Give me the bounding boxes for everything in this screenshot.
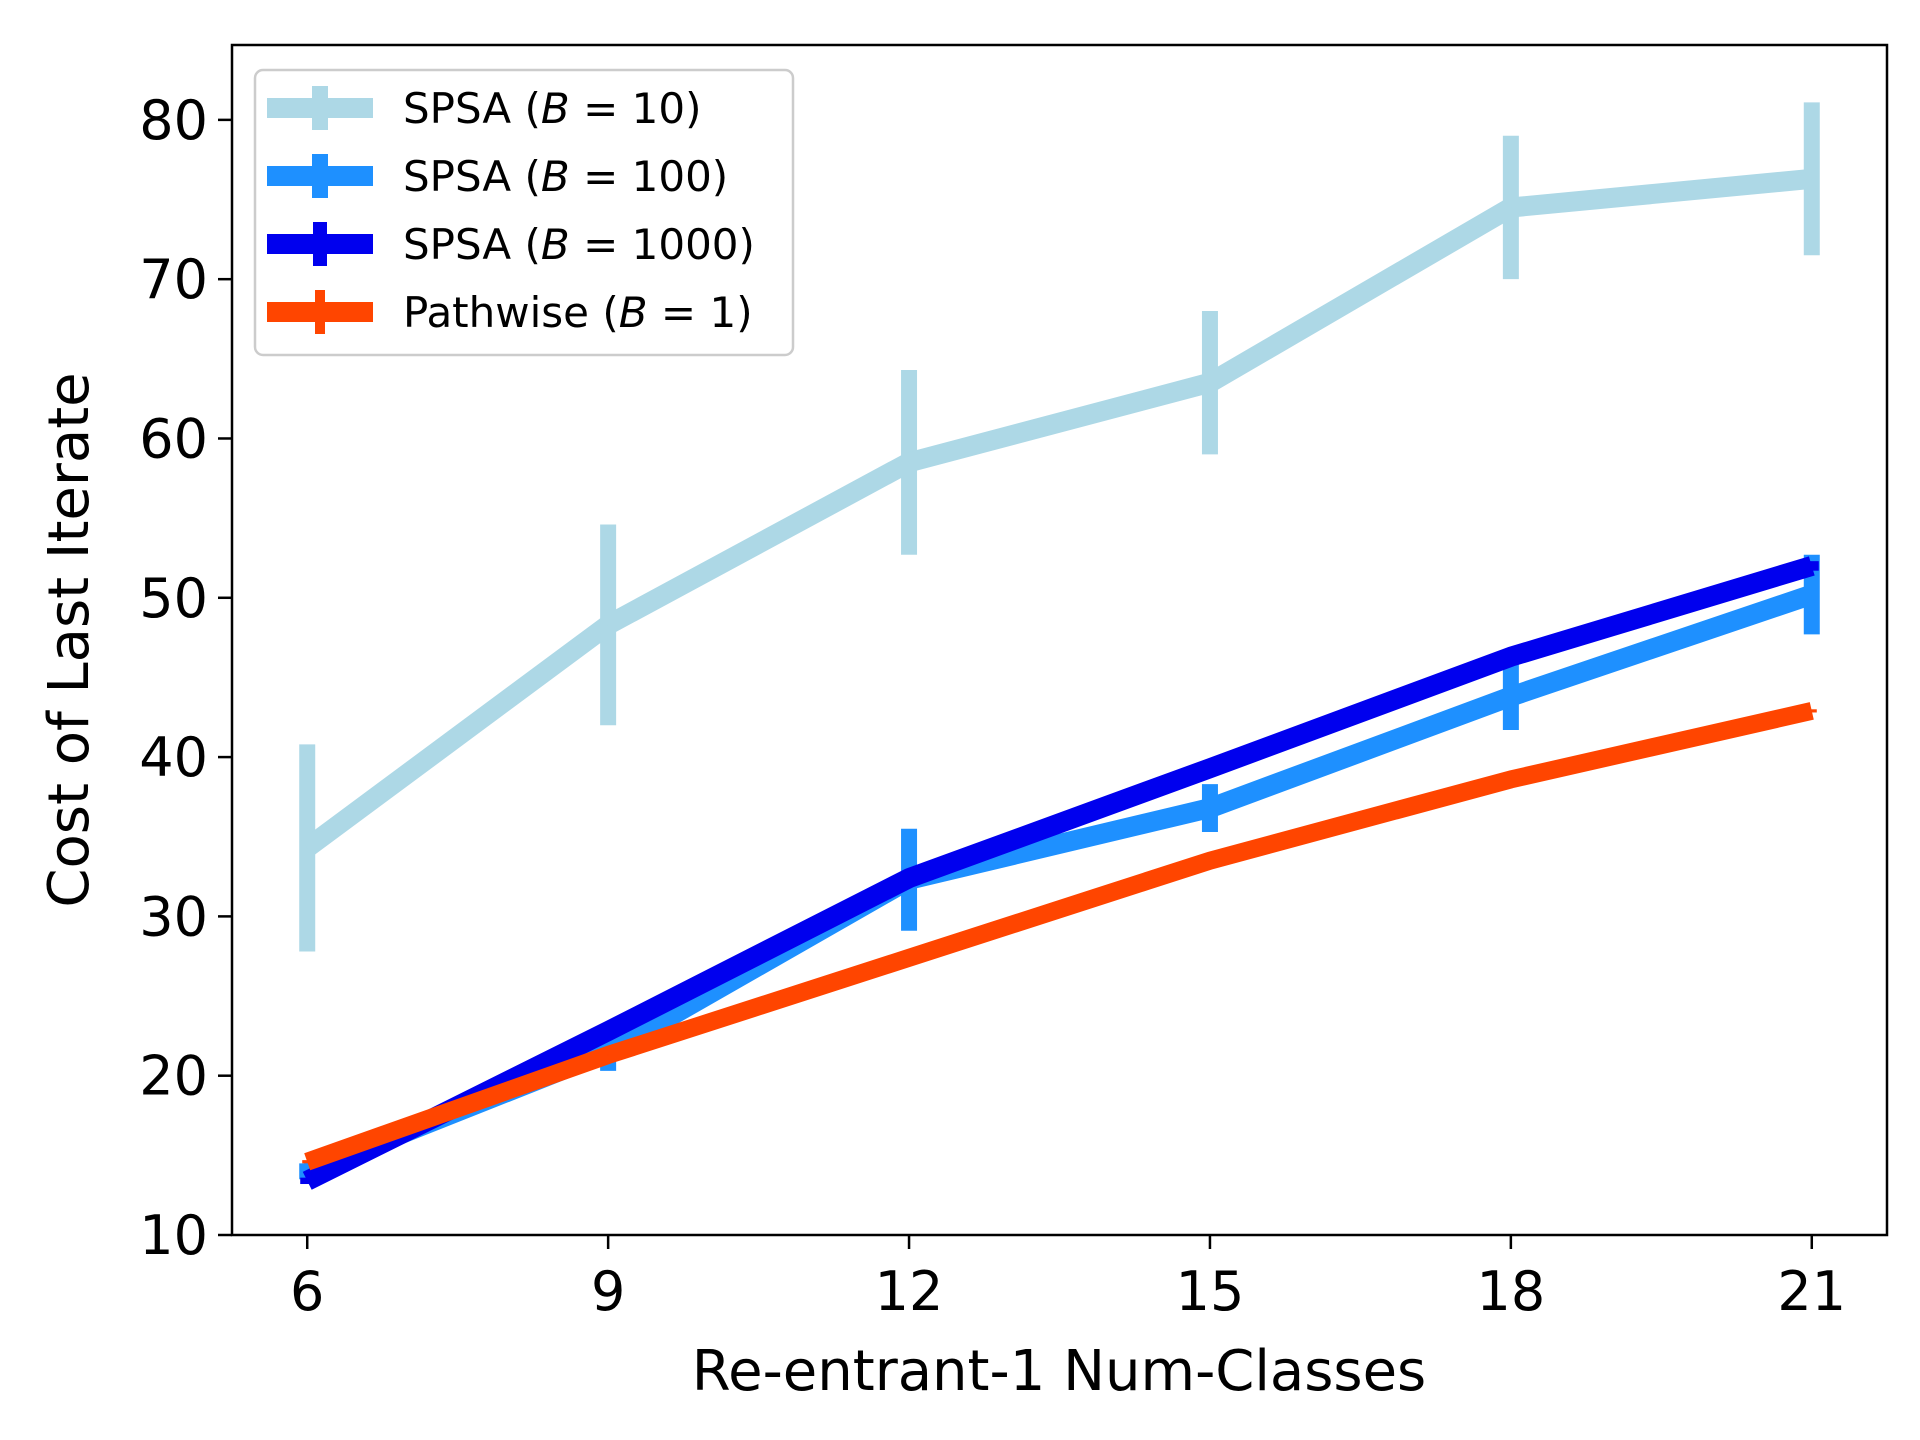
y-tick-label: 80 [139, 89, 208, 152]
legend-label-prefix: Pathwise ( [403, 288, 619, 337]
legend-label-variable: B [541, 220, 570, 269]
x-tick-label: 15 [1176, 1260, 1245, 1323]
x-tick-label: 9 [591, 1260, 625, 1323]
data-point [306, 846, 309, 849]
y-tick-label: 40 [139, 726, 208, 789]
series-4 [302, 702, 1817, 1171]
y-tick-label: 60 [139, 407, 208, 470]
data-point [1509, 206, 1512, 209]
legend-label-value: = 1) [648, 288, 753, 337]
legend-label-value: = 1000) [570, 220, 755, 269]
x-axis-label: Re-entrant-1 Num-Classes [692, 1339, 1426, 1404]
legend-label-prefix: SPSA ( [403, 152, 541, 201]
legend-label-value: = 10) [570, 84, 702, 133]
data-point [1208, 859, 1211, 862]
data-point [908, 956, 911, 959]
data-point [1208, 767, 1211, 770]
x-tick-label: 21 [1777, 1260, 1846, 1323]
plot-frame [230, 43, 1889, 1237]
data-point [607, 1053, 610, 1056]
legend-label: SPSA (B = 1000) [403, 220, 755, 269]
data-point [1208, 807, 1211, 810]
data-point [306, 1160, 309, 1163]
data-point [607, 1030, 610, 1033]
y-axis-label: Cost of Last Iterate [37, 372, 102, 907]
data-point [1810, 564, 1813, 567]
legend-label-variable: B [541, 84, 570, 133]
data-point [1810, 709, 1813, 712]
data-point [306, 1179, 309, 1182]
data-point [1509, 778, 1512, 781]
y-tick-label: 20 [139, 1045, 208, 1108]
x-tick-label: 18 [1477, 1260, 1546, 1323]
data-point [1810, 593, 1813, 596]
data-point [1810, 177, 1813, 180]
legend-item-2: SPSA (B = 100) [267, 152, 728, 201]
y-tick-label: 10 [139, 1204, 208, 1267]
legend: SPSA (B = 10)SPSA (B = 100)SPSA (B = 100… [253, 68, 795, 357]
series-line [304, 702, 1814, 1171]
legend-label: Pathwise (B = 1) [403, 288, 753, 337]
x-axis: 6 9 12 15 18 21 [290, 1235, 1846, 1323]
legend-frame [253, 68, 795, 357]
data-point [1509, 655, 1512, 658]
data-point [1208, 381, 1211, 384]
x-tick-label: 12 [875, 1260, 944, 1323]
series-line [302, 556, 1815, 1190]
legend-label: SPSA (B = 10) [403, 84, 701, 133]
legend-label-variable: B [541, 152, 570, 201]
y-axis: 10 20 30 40 50 60 70 80 [139, 89, 232, 1267]
legend-label-value: = 100) [570, 152, 728, 201]
legend-label-variable: B [619, 288, 648, 337]
legend-label: SPSA (B = 100) [403, 152, 728, 201]
legend-item-1: SPSA (B = 10) [267, 84, 701, 133]
legend-label-prefix: SPSA ( [403, 84, 541, 133]
series-3 [300, 556, 1819, 1190]
data-point [908, 877, 911, 880]
y-tick-label: 50 [139, 567, 208, 630]
data-point [1509, 695, 1512, 698]
data-point [607, 623, 610, 626]
legend-item-3: SPSA (B = 1000) [267, 220, 755, 269]
series-layer [299, 102, 1820, 1190]
y-tick-label: 70 [139, 248, 208, 311]
x-tick-label: 6 [290, 1260, 324, 1323]
legend-label-prefix: SPSA ( [403, 220, 541, 269]
y-tick-label: 30 [139, 885, 208, 948]
legend-item-4: Pathwise (B = 1) [267, 288, 753, 337]
series-1 [299, 102, 1820, 952]
series-line [301, 168, 1813, 856]
data-point [908, 461, 911, 464]
